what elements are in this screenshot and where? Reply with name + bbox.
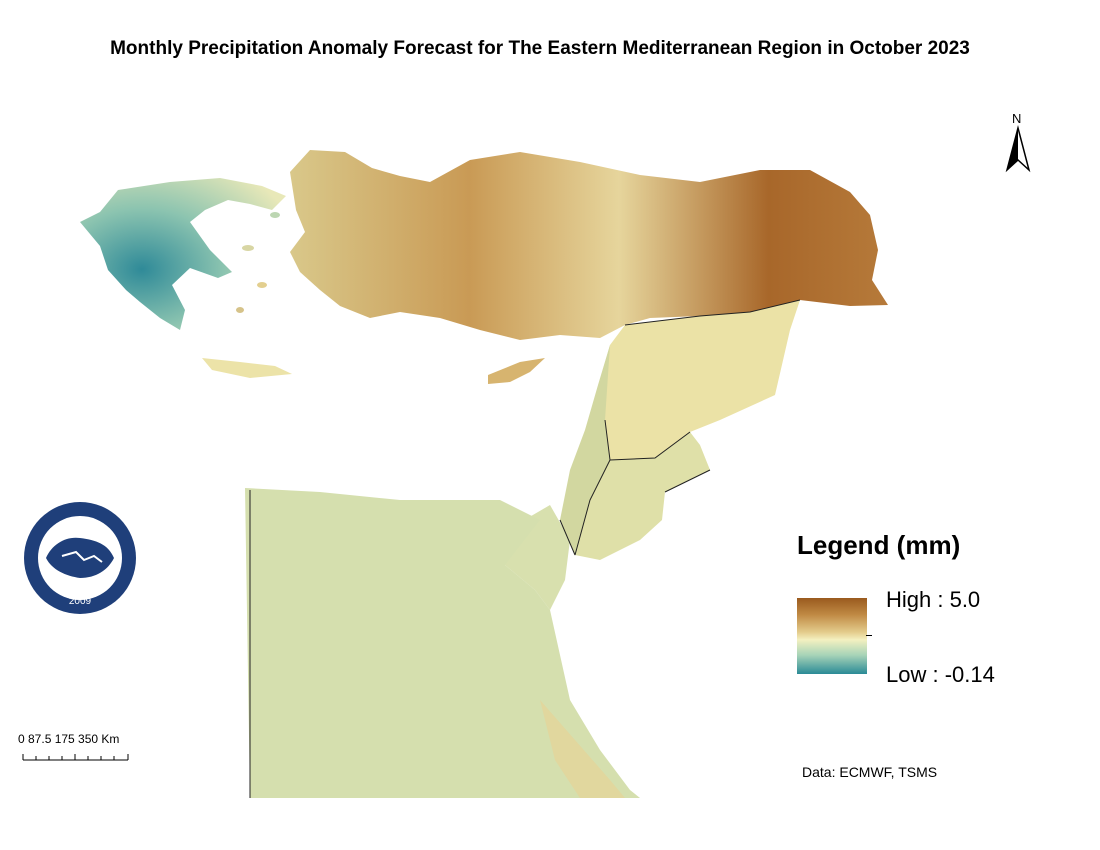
egypt-landmass <box>245 488 640 798</box>
legend-title: Legend (mm) <box>797 530 961 560</box>
svg-text:2009: 2009 <box>69 596 92 607</box>
cyprus-island <box>488 358 545 384</box>
map-title: Monthly Precipitation Anomaly Forecast f… <box>110 38 970 59</box>
data-source: Data: ECMWF, TSMS <box>802 764 938 780</box>
country-borders <box>559 299 801 556</box>
levant-landmass <box>600 300 800 460</box>
scale-bar-labels: 0 87.5 175 350 Km <box>18 732 120 746</box>
legend-color-ramp <box>797 598 867 674</box>
legend-high-label: High : 5.0 <box>886 587 981 612</box>
crete-island <box>202 358 292 378</box>
coastal-strip <box>560 345 610 555</box>
north-arrow-label: N <box>1012 111 1022 126</box>
legend-tick <box>866 635 872 636</box>
turkey-landmass <box>290 150 888 340</box>
jordan-landmass <box>575 432 710 560</box>
greece-landmass <box>80 178 286 330</box>
north-arrow-icon <box>1005 125 1031 173</box>
legend-low-label: Low : -0.14 <box>886 662 995 687</box>
scale-bar <box>22 754 129 761</box>
emcc-logo-icon: 2009 <box>24 502 136 614</box>
